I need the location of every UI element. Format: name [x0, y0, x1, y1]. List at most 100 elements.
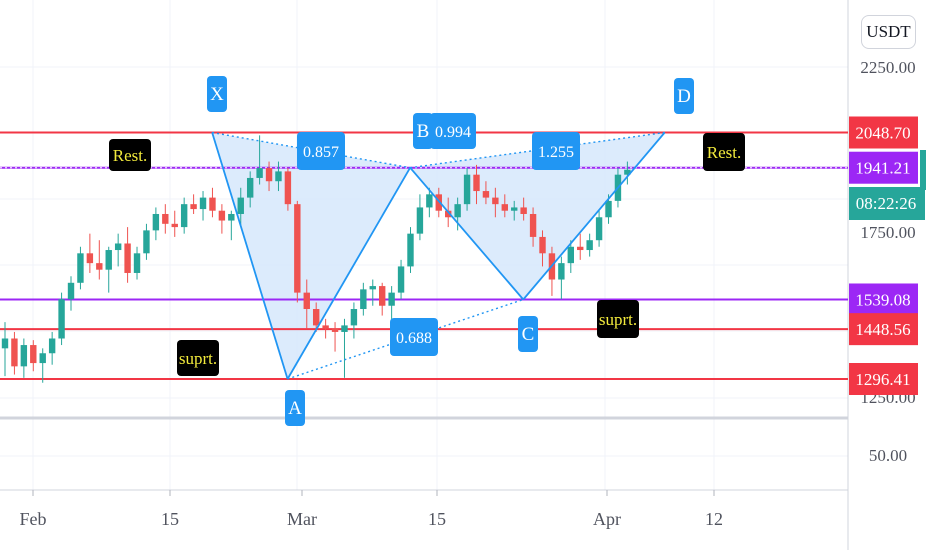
candle-body: [529, 213, 537, 237]
candle-body: [58, 299, 65, 339]
candle-body: [577, 246, 584, 251]
cd-leg: [522, 131, 666, 301]
candle-body: [294, 204, 301, 293]
x-tick-label: 15: [161, 509, 179, 529]
candle-body: [39, 353, 46, 364]
candle-body: [190, 204, 197, 210]
annotation-note: Rest.: [113, 146, 147, 165]
candle-body: [96, 263, 103, 270]
pattern-labels: X A B C D 0.857 0.994 1.255 0.688 Rest. Rest. suprt…: [109, 76, 745, 426]
candle-body: [539, 236, 546, 254]
ratio-label: 1.255: [538, 144, 574, 161]
time-axis: Feb 15 Mar 15 Apr 12: [20, 490, 723, 529]
candle-body: [275, 171, 282, 182]
annotation-note-bg: [597, 300, 639, 338]
xa-leg: [211, 132, 289, 380]
bcd-triangle: [410, 132, 665, 300]
candle-body: [67, 282, 75, 300]
candle-body: [143, 230, 150, 254]
point-label-d-bg: [674, 78, 694, 114]
x-tick-label: 15: [428, 509, 446, 529]
candle-body: [237, 197, 244, 214]
annotation-note: suprt.: [599, 310, 637, 329]
currency-label: USDT: [866, 22, 911, 41]
y-tick-label: 50.00: [869, 446, 907, 465]
ratio-label: 0.994: [435, 124, 471, 141]
level-price-label: 2048.70: [855, 124, 910, 143]
y-tick-label: 1750.00: [860, 223, 915, 242]
x-tick-label: 12: [705, 509, 723, 529]
ac-dotted: [287, 298, 524, 380]
candle-body: [171, 223, 178, 228]
candle-body: [379, 286, 386, 306]
candle-body: [218, 210, 226, 221]
candle-body: [492, 197, 499, 205]
bc-leg: [409, 167, 524, 301]
level-price-label: 1448.56: [855, 320, 910, 339]
level-price-label: 1539.08: [855, 290, 910, 309]
x-tick-label: Feb: [20, 509, 47, 529]
candle-body: [322, 325, 329, 329]
point-label-x-bg: [207, 76, 227, 112]
candle-body: [605, 200, 612, 218]
candle-body: [133, 253, 141, 273]
ratio-label-bg: [532, 132, 580, 170]
ratio-label-bg: [390, 318, 438, 356]
candle-body: [567, 246, 574, 264]
level-price-label: 1296.41: [855, 370, 910, 389]
candlestick-series: [1, 135, 631, 383]
candle-body: [86, 253, 94, 264]
annotation-note: Rest.: [707, 143, 741, 162]
x-tick-label: Apr: [593, 509, 621, 529]
candle-body: [256, 168, 263, 178]
candle-body: [341, 325, 348, 332]
xab-triangle: [212, 132, 411, 379]
candle-body: [199, 197, 207, 210]
candle-body: [209, 197, 216, 211]
candle-body: [20, 345, 28, 367]
candle-body: [558, 263, 565, 280]
candle-body: [595, 217, 603, 241]
x-tick-label: Mar: [287, 509, 317, 529]
level-price-tag: [849, 151, 918, 184]
candle-body: [228, 213, 235, 221]
countdown-marker: [920, 150, 926, 190]
candle-body: [77, 253, 84, 283]
candle-body: [624, 169, 631, 175]
level-price-tag: [849, 116, 918, 149]
level-price-tag: [849, 363, 918, 395]
candle-body: [30, 345, 37, 364]
candle-body: [312, 309, 320, 326]
candle-body: [124, 243, 131, 273]
candle-body: [350, 309, 358, 326]
candle-body: [1, 338, 9, 349]
level-price-tag: [849, 283, 918, 316]
candle-body: [473, 174, 480, 192]
candle-body: [397, 266, 405, 293]
candle-body: [360, 289, 367, 310]
point-label-b-bg: [413, 113, 433, 149]
currency-selector[interactable]: USDT: [861, 15, 916, 49]
candle-body: [152, 213, 160, 231]
point-label-x: X: [210, 84, 224, 105]
candle-body: [501, 204, 508, 211]
point-label-c-bg: [518, 316, 538, 352]
y-tick-label: 2250.00: [860, 58, 915, 77]
candle-body: [180, 204, 188, 228]
candle-body: [511, 207, 518, 211]
candle-body: [369, 286, 376, 290]
candle-body: [454, 204, 461, 218]
candle-body: [445, 210, 452, 218]
ratio-label-bg: [430, 113, 476, 149]
point-label-c: C: [522, 324, 535, 345]
ratio-label: 0.688: [396, 330, 432, 347]
candle-body: [246, 177, 254, 198]
candle-body: [407, 233, 414, 267]
point-label-a-bg: [285, 390, 305, 426]
candle-body: [388, 292, 395, 306]
candle-body: [11, 338, 18, 367]
annotation-note-bg: [109, 139, 151, 171]
annotation-note-bg: [703, 133, 745, 171]
point-label-b: B: [417, 121, 430, 142]
